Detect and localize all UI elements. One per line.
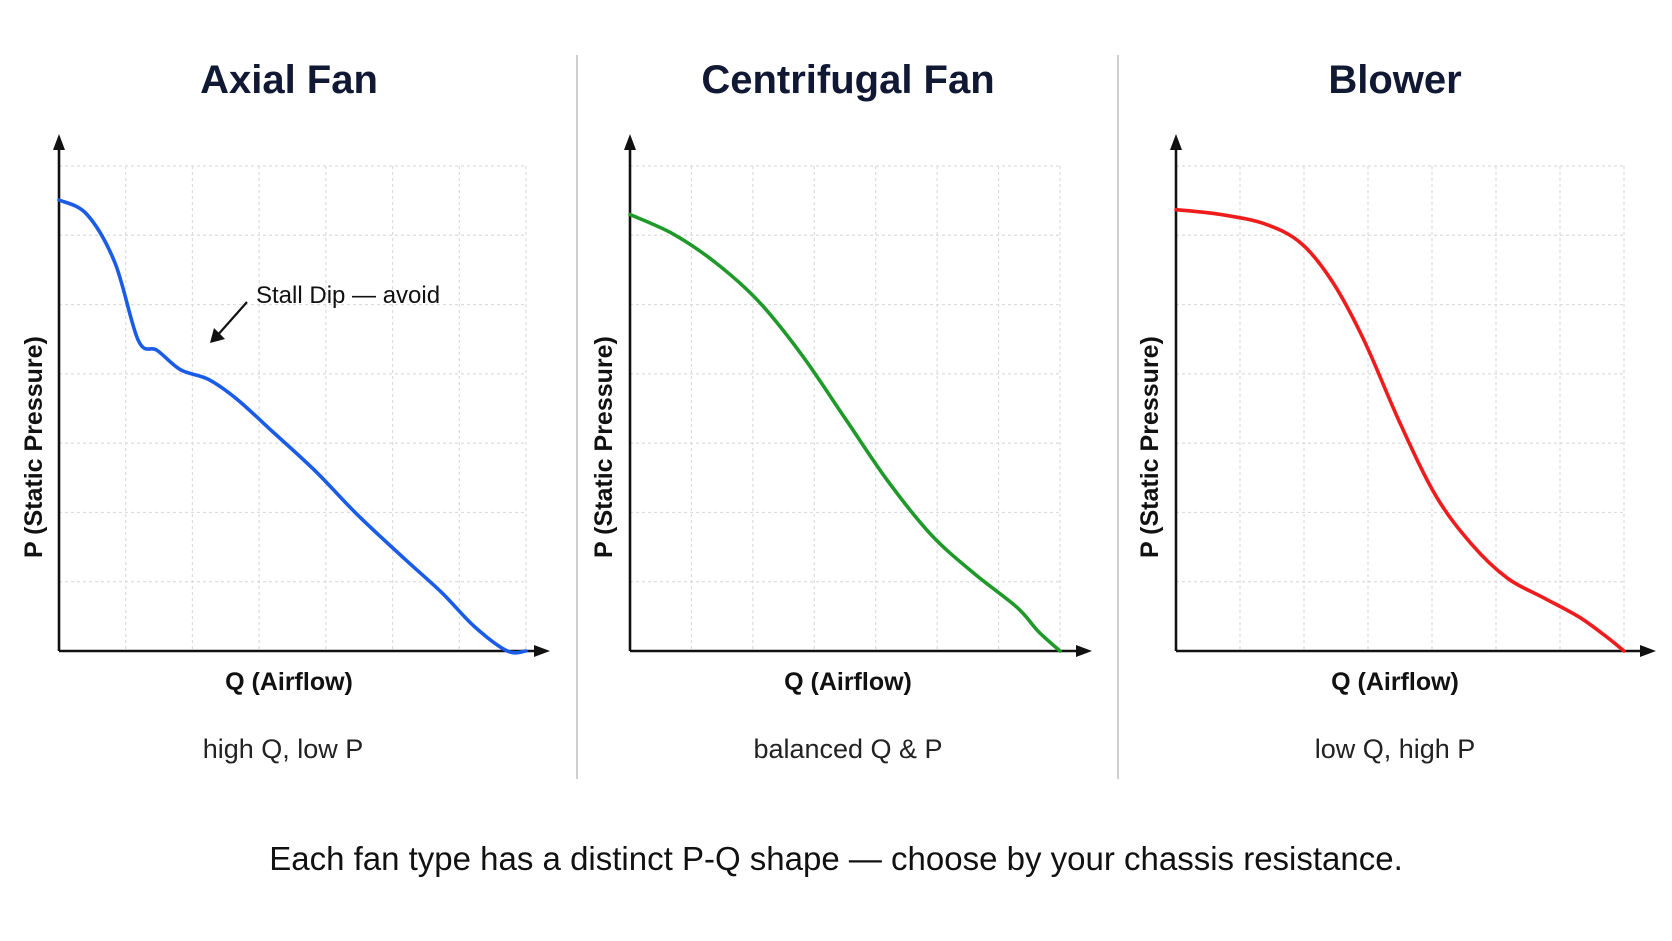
footer-caption: Each fan type has a distinct P-Q shape —…	[269, 840, 1403, 877]
panel-divider	[576, 55, 578, 779]
x-axis-arrow	[534, 645, 550, 657]
annotation-arrow-line	[215, 301, 248, 338]
chart-subtitle: balanced Q & P	[753, 734, 943, 764]
panel-divider	[1117, 55, 1119, 779]
chart-panel-centrifugal: Centrifugal Fan P (Static Pressure) Q (A…	[578, 0, 1118, 800]
y-axis-label: P (Static Pressure)	[20, 336, 48, 558]
chart-title: Axial Fan	[200, 58, 378, 102]
series-line	[1174, 207, 1626, 653]
plot-area	[1170, 134, 1656, 657]
chart-panel-axial: Axial Fan P (Static Pressure) Q (Airflow…	[0, 0, 578, 800]
x-axis-label: Q (Airflow)	[1331, 668, 1459, 696]
plot-area	[53, 134, 550, 657]
series-line	[57, 198, 528, 655]
chart-subtitle: low Q, high P	[1314, 734, 1476, 764]
stall-dip-annotation: Stall Dip — avoid	[256, 282, 441, 309]
chart-subtitle: high Q, low P	[202, 734, 364, 764]
x-axis-label: Q (Airflow)	[784, 668, 912, 696]
chart-title: Centrifugal Fan	[701, 58, 995, 102]
y-axis-label: P (Static Pressure)	[590, 336, 618, 558]
x-axis-arrow	[1076, 645, 1092, 657]
plot-area	[624, 134, 1092, 657]
y-axis-label: P (Static Pressure)	[1136, 336, 1164, 558]
series-line	[628, 212, 1062, 653]
y-axis-arrow	[53, 134, 65, 150]
x-axis-label: Q (Airflow)	[225, 668, 353, 696]
y-axis-arrow	[624, 134, 636, 150]
chart-panel-blower: Blower P (Static Pressure) Q (Airflow) l…	[1118, 0, 1672, 800]
x-axis-arrow	[1640, 645, 1656, 657]
chart-title: Blower	[1328, 58, 1462, 102]
y-axis-arrow	[1170, 134, 1182, 150]
annotation-arrow-head	[210, 328, 225, 343]
